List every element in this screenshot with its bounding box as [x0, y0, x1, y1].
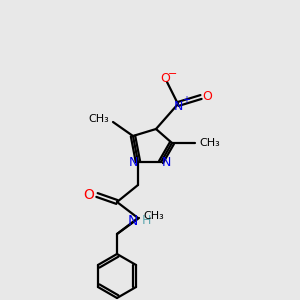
Text: CH₃: CH₃: [143, 211, 164, 221]
Text: O: O: [84, 188, 94, 202]
Text: CH₃: CH₃: [88, 114, 109, 124]
Text: H: H: [141, 214, 151, 227]
Text: N: N: [173, 100, 183, 112]
Text: N: N: [128, 155, 138, 169]
Text: O: O: [160, 73, 170, 85]
Text: −: −: [168, 69, 178, 79]
Text: +: +: [182, 95, 190, 105]
Text: CH₃: CH₃: [199, 138, 220, 148]
Text: O: O: [202, 91, 212, 103]
Text: N: N: [128, 214, 138, 228]
Text: N: N: [161, 155, 171, 169]
